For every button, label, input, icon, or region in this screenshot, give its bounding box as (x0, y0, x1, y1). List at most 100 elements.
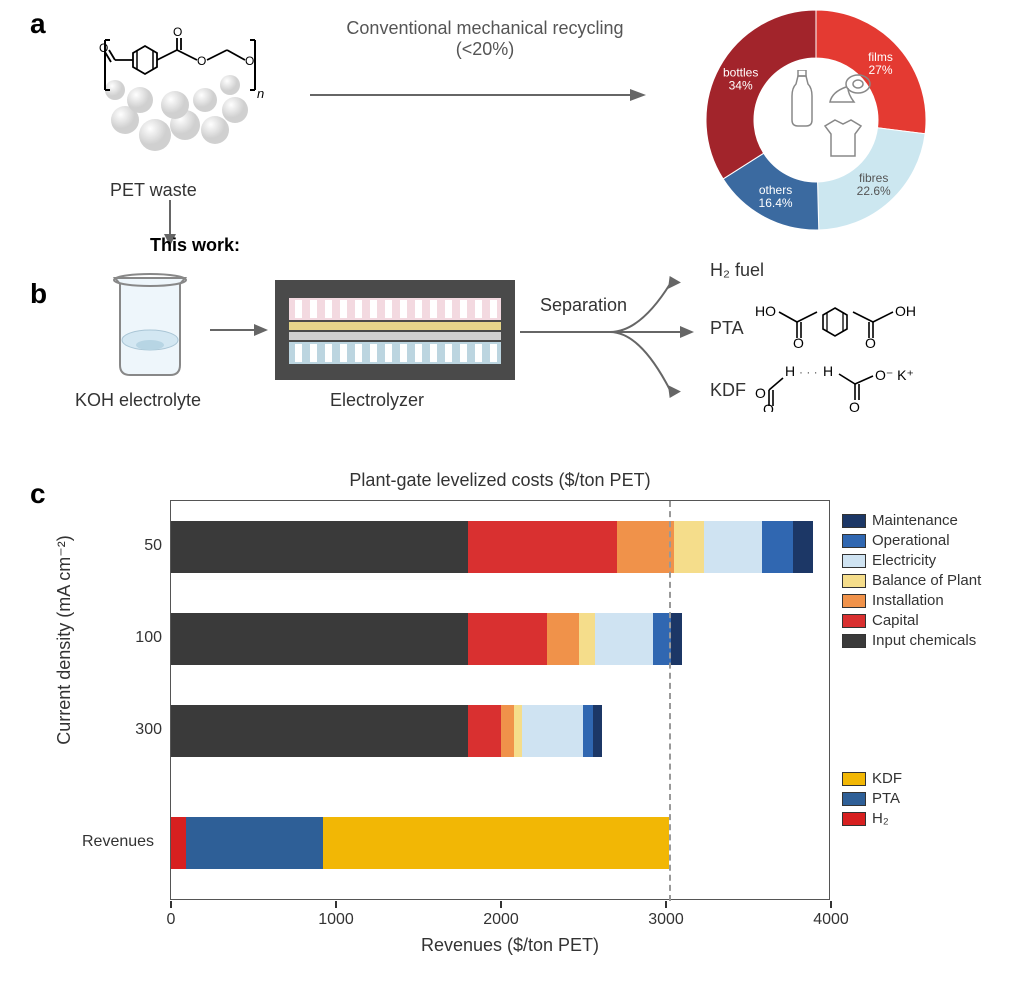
x-tick-label: 1000 (306, 911, 366, 929)
svg-text:n: n (257, 86, 264, 101)
bars-host (171, 501, 829, 899)
y-tick-label: 50 (102, 537, 162, 555)
svg-text:H: H (823, 363, 833, 379)
donut-slice-label: fibres (859, 171, 888, 185)
bar-segment (617, 521, 675, 573)
legend-label: Balance of Plant (872, 572, 981, 589)
bar-segment (323, 817, 670, 869)
x-tick (170, 901, 172, 908)
donut-slice-value: 34% (729, 79, 753, 93)
legend-label: Input chemicals (872, 632, 976, 649)
bar-segment (171, 521, 468, 573)
fork-arrows-icon (520, 270, 710, 410)
x-tick (500, 901, 502, 908)
arrow-right-icon (210, 320, 270, 340)
legend-label: H₂ (872, 810, 889, 827)
svg-text:O: O (865, 335, 876, 350)
bar-segment (501, 705, 514, 757)
bar-segment (547, 613, 578, 665)
bar-segment (595, 613, 653, 665)
legend-label: Operational (872, 532, 950, 549)
donut-slice-label: bottles (723, 66, 758, 80)
bar-segment (671, 613, 683, 665)
bar-segment (171, 613, 468, 665)
bar-segment (171, 817, 186, 869)
svg-text:O: O (849, 399, 860, 412)
arrow-right-icon (310, 85, 650, 105)
donut-chart: films27%fibres22.6%others16.4%bottles34% (696, 0, 936, 240)
bar-segment (704, 521, 762, 573)
legend-swatch (842, 514, 866, 528)
svg-text:O: O (793, 335, 804, 350)
legend-costs: MaintenanceOperationalElectricityBalance… (842, 512, 981, 652)
dashed-reference-line (669, 501, 671, 901)
bar-segment (514, 705, 522, 757)
svg-text:O⁻ K⁺: O⁻ K⁺ (875, 367, 914, 383)
bar-segment (468, 521, 617, 573)
legend-item: Operational (842, 532, 981, 549)
x-tick-label: 3000 (636, 911, 696, 929)
bar-segment (186, 817, 323, 869)
product-kdf-label: KDF (710, 380, 746, 401)
pet-waste-label: PET waste (110, 180, 197, 201)
panel-b: KOH electrolyte Electrolyzer Separation … (30, 260, 996, 450)
svg-text:HO: HO (755, 303, 776, 319)
svg-text:O: O (755, 385, 766, 401)
y-tick-label: 100 (102, 629, 162, 647)
legend-item: KDF (842, 770, 902, 787)
product-h2-label: H₂ fuel (710, 260, 764, 281)
svg-text:O: O (99, 41, 108, 55)
bar-segment (593, 705, 601, 757)
product-pta-label: PTA (710, 318, 744, 339)
kdf-molecule-icon: H O O · · · H O O⁻ K⁺ (755, 362, 955, 412)
donut-slice-label: others (759, 183, 792, 197)
this-work-label: This work: (150, 235, 240, 256)
bar-segment (468, 613, 547, 665)
svg-text:O: O (245, 54, 254, 68)
legend-swatch (842, 534, 866, 548)
x-tick-label: 2000 (471, 911, 531, 929)
x-tick (335, 901, 337, 908)
cost-bar-row (171, 613, 682, 665)
panel-c: Plant-gate levelized costs ($/ton PET) C… (30, 470, 996, 990)
mech-line2: (<20%) (456, 39, 515, 59)
revenues-row-label: Revenues (82, 833, 154, 851)
legend-swatch (842, 614, 866, 628)
legend-item: Input chemicals (842, 632, 981, 649)
electrolyzer-label: Electrolyzer (330, 390, 424, 411)
x-tick-label: 4000 (801, 911, 861, 929)
x-tick-label: 0 (141, 911, 201, 929)
legend-label: Capital (872, 612, 919, 629)
bar-segment (468, 705, 501, 757)
legend-swatch (842, 634, 866, 648)
legend-item: H₂ (842, 810, 902, 827)
bar-segment (522, 705, 583, 757)
bar-segment (653, 613, 671, 665)
legend-swatch (842, 554, 866, 568)
film-roll-icon (828, 72, 874, 106)
legend-item: PTA (842, 790, 902, 807)
bar-segment (793, 521, 813, 573)
y-axis-label: Current density (mA cm⁻²) (54, 490, 75, 790)
svg-text:O: O (197, 54, 206, 68)
cost-bar-row (171, 521, 813, 573)
legend-label: KDF (872, 770, 902, 787)
donut-slice-value: 16.4% (759, 196, 793, 210)
bar-segment (762, 521, 793, 573)
mech-line1: Conventional mechanical recycling (346, 18, 623, 38)
bar-segment (171, 705, 468, 757)
panel-a: O O O O n PET waste Conventional mechani… (30, 10, 996, 230)
electrolyzer-icon (275, 280, 515, 380)
legend-swatch (842, 772, 866, 786)
x-axis-label: Revenues ($/ton PET) (310, 935, 710, 956)
donut-slice-label: films (868, 50, 893, 64)
bottle-icon (788, 70, 816, 128)
legend-swatch (842, 792, 866, 806)
legend-label: Installation (872, 592, 944, 609)
beaker-icon (100, 270, 200, 380)
revenue-bar-row (171, 817, 669, 869)
x-tick (665, 901, 667, 908)
legend-label: Maintenance (872, 512, 958, 529)
legend-item: Maintenance (842, 512, 981, 529)
legend-revenues: KDF PTA H₂ (842, 770, 902, 830)
